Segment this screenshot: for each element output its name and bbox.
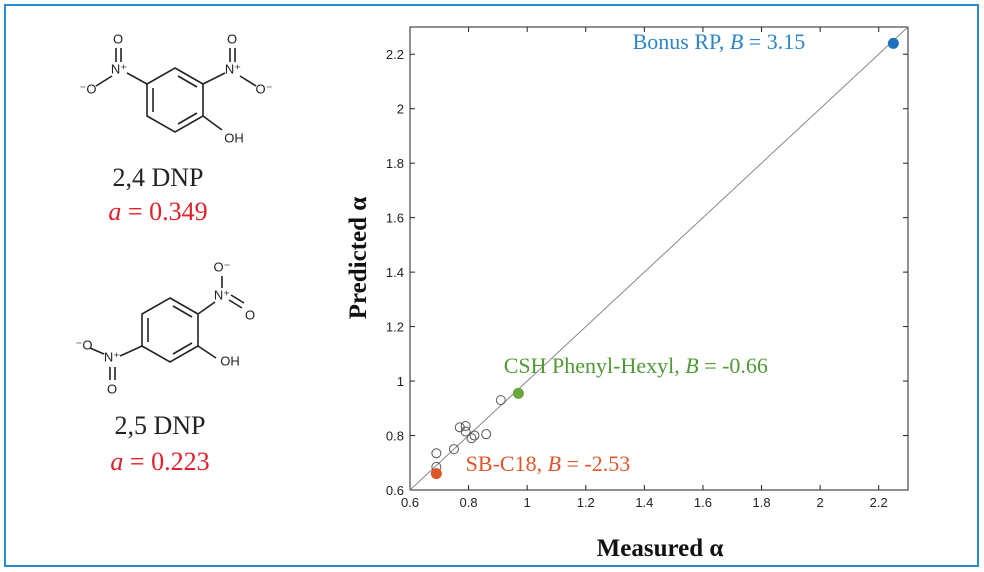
y-tick-label: 1.4 <box>386 265 404 280</box>
annotation: Bonus RP, B = 3.15 <box>633 29 806 54</box>
identity-line <box>409 26 909 491</box>
point <box>448 444 459 455</box>
x-tick-label: 0.8 <box>460 495 478 510</box>
atom-label: O <box>245 307 255 322</box>
annotation-part: CSH Phenyl-Hexyl, <box>504 353 686 378</box>
annotation-part: B <box>730 29 743 54</box>
point <box>469 430 480 441</box>
structure-2-5-dnp: O⁻ N⁺ O OH ⁻O N⁺ O <box>76 259 256 396</box>
y-tick-label: 0.8 <box>386 429 404 444</box>
annotation-part: SB-C18, <box>466 451 548 476</box>
compound-name: 2,4 DNP <box>112 163 203 192</box>
compound-a: a = 0.349 <box>108 197 207 226</box>
x-tick-label: 1 <box>524 495 531 510</box>
atom-label: O⁻ <box>214 259 231 274</box>
point <box>512 387 524 399</box>
a-value: = 0.223 <box>123 447 209 476</box>
x-tick-label: 1.6 <box>694 495 712 510</box>
annotation: SB-C18, B = -2.53 <box>466 451 631 476</box>
y-tick-label: 2.2 <box>386 47 404 62</box>
x-tick-label: 2 <box>817 495 824 510</box>
x-axis-label: Measured α <box>597 535 724 562</box>
atom-label: N⁺ <box>104 349 120 364</box>
annotation-part: B <box>685 353 698 378</box>
atom-label: O <box>227 31 237 46</box>
y-tick-label: 1.6 <box>386 211 404 226</box>
point <box>495 395 506 406</box>
annotation-part: = -0.66 <box>699 353 768 378</box>
y-axis-label: Predicted α <box>345 197 372 320</box>
annotation-part: = 3.15 <box>743 29 805 54</box>
x-tick-label: 1.2 <box>577 495 595 510</box>
x-tick-label: 2.2 <box>870 495 888 510</box>
annotation: CSH Phenyl-Hexyl, B = -0.66 <box>504 353 768 378</box>
a-symbol: a <box>108 197 121 226</box>
compound-name: 2,5 DNP <box>114 411 205 440</box>
annotation-part: Bonus RP, <box>633 29 730 54</box>
plot-area <box>409 26 909 491</box>
atom-label: O <box>113 31 123 46</box>
point <box>460 426 471 437</box>
atom-label: ⁻O <box>76 337 93 352</box>
y-tick-label: 1.8 <box>386 156 404 171</box>
a-value: = 0.349 <box>121 197 207 226</box>
frame <box>4 4 979 567</box>
compound-a: a = 0.223 <box>110 447 209 476</box>
annotation-part: B <box>548 451 561 476</box>
point <box>887 37 899 49</box>
atom-label: O⁻ <box>256 81 273 96</box>
y-tick-label: 0.6 <box>386 483 404 498</box>
y-tick-label: 1 <box>397 374 404 389</box>
atom-label: OH <box>224 130 244 145</box>
point <box>430 468 442 480</box>
structure-2-4-dnp: O N⁺ ⁻O O N⁺ O⁻ OH <box>80 31 273 145</box>
atom-label: N⁺ <box>225 61 241 76</box>
atom-label: OH <box>220 353 240 368</box>
point <box>481 429 492 440</box>
atom-label: O <box>107 381 117 396</box>
point <box>466 433 477 444</box>
y-tick-label: 2 <box>397 102 404 117</box>
y-tick-label: 1.2 <box>386 320 404 335</box>
atom-label: ⁻O <box>80 81 97 96</box>
x-tick-label: 1.8 <box>752 495 770 510</box>
atom-label: N⁺ <box>111 61 127 76</box>
point <box>460 420 471 431</box>
point <box>431 448 442 459</box>
atom-label: N⁺ <box>214 287 230 302</box>
x-tick-label: 0.6 <box>401 495 419 510</box>
annotation-part: = -2.53 <box>561 451 630 476</box>
x-tick-label: 1.4 <box>635 495 653 510</box>
a-symbol: a <box>110 447 123 476</box>
